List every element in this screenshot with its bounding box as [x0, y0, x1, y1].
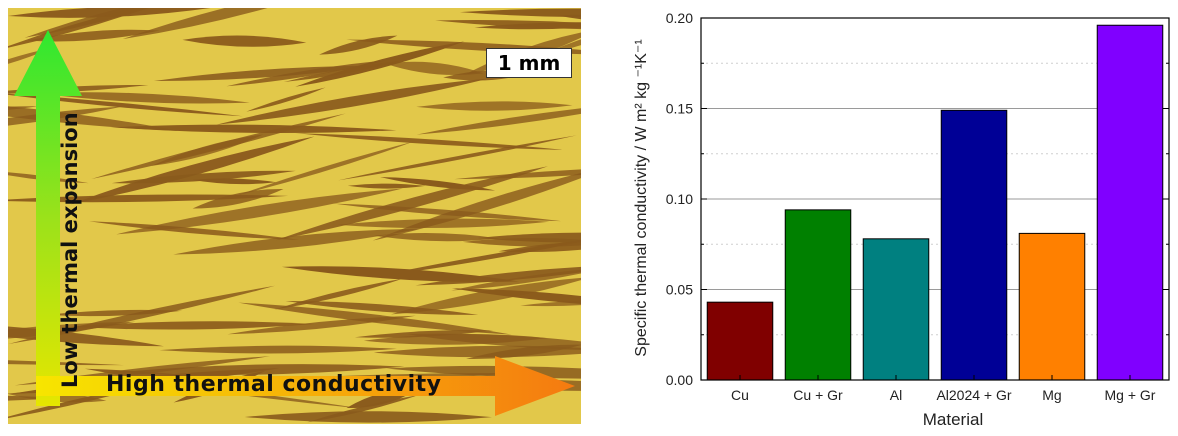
graphite-flake: [70, 136, 315, 205]
graphite-flake: [8, 8, 211, 18]
y-tick-label: 0.10: [666, 191, 693, 207]
graphite-flake: [275, 166, 548, 241]
graphite-flake: [37, 92, 250, 104]
graphite-flake: [8, 106, 123, 133]
graphite-flake: [216, 78, 490, 125]
graphite-flake: [466, 344, 581, 359]
graphite-flake: [70, 321, 314, 330]
graphite-flake: [435, 20, 581, 30]
x-axis-label: Material: [923, 410, 983, 429]
graphite-flake: [159, 345, 397, 354]
graphite-flake: [520, 300, 581, 307]
graphite-flake: [416, 102, 581, 135]
x-tick-label: Cu: [731, 387, 749, 403]
y-axis-label: Specific thermal conductivity / W m² kg …: [633, 39, 650, 356]
graphite-flake: [27, 29, 160, 42]
bar-cu: [706, 301, 774, 381]
x-tick-label: Mg + Gr: [1105, 387, 1156, 403]
graphite-flake: [151, 134, 264, 166]
graphite-flake: [192, 188, 284, 209]
y-tick-label: 0.05: [666, 282, 693, 298]
bar-mg-gr: [1096, 24, 1164, 381]
graphite-flake: [347, 183, 426, 189]
gridlines: [701, 62, 1169, 336]
graphite-flake: [498, 240, 581, 253]
graphite-flake: [111, 170, 296, 184]
graphite-flake: [354, 330, 494, 338]
graphite-flake: [89, 221, 300, 240]
graphite-flake: [8, 285, 276, 345]
axes: [700, 17, 1170, 381]
micrograph-panel: 1 mm Low thermal expansion High thermal …: [8, 8, 581, 424]
graphite-flake: [525, 8, 581, 61]
graphite-flake: [454, 166, 581, 180]
graphite-flake: [45, 309, 183, 317]
graphite-flake: [244, 411, 492, 423]
graphite-flake: [173, 228, 420, 255]
graphite-flake: [153, 65, 376, 82]
y-tick-label: 0.15: [666, 101, 693, 117]
graphite-flake: [374, 233, 500, 242]
graphite-flake: [182, 35, 307, 47]
graphite-flake: [477, 232, 581, 243]
x-tick-label: Mg: [1042, 387, 1061, 403]
graphite-flake: [110, 124, 397, 134]
bar-al2024-gr: [940, 109, 1008, 381]
graphite-flake: [337, 218, 550, 229]
graphite-flake: [451, 267, 581, 291]
graphite-flake: [8, 194, 289, 203]
graphite-flake: [385, 61, 484, 76]
x-tick-label: Al: [890, 387, 902, 403]
graphite-flake: [116, 188, 403, 235]
right-arrow: [36, 356, 575, 416]
graphite-flake: [416, 101, 573, 111]
graphite-flake: [459, 8, 581, 18]
graphite-flake: [122, 8, 346, 40]
high-thermal-conductivity-label: High thermal conductivity: [106, 372, 442, 397]
graphite-flake: [283, 60, 400, 82]
low-thermal-expansion-label: Low thermal expansion: [58, 112, 82, 388]
micrograph-image: [8, 8, 581, 424]
graphite-flake: [295, 133, 564, 150]
bar-al: [862, 238, 930, 381]
graphite-flake: [8, 47, 53, 74]
bar-mg: [1018, 232, 1086, 381]
graphite-flake: [8, 322, 164, 347]
x-tick-label: Al2024 + Gr: [936, 387, 1011, 403]
up-arrow: [14, 30, 82, 406]
graphite-flake: [246, 87, 326, 112]
bar-chart: 0.00 0.05 0.10 0.15 0.20 Cu Cu + Gr Al Al2024 +…: [616, 0, 1178, 431]
scale-bar-label: 1 mm: [486, 48, 572, 78]
bar-chart-svg: 0.00 0.05 0.10 0.15 0.20 Cu Cu + Gr Al Al2024 +…: [633, 10, 1170, 429]
graphite-flake: [238, 302, 512, 335]
graphite-flake: [285, 301, 479, 315]
graphite-flake: [8, 98, 179, 131]
graphite-flake: [8, 8, 170, 50]
y-tick-label: 0.00: [666, 372, 693, 388]
bars: [706, 24, 1164, 381]
graphite-flake: [333, 203, 562, 222]
x-tick-labels: Cu Cu + Gr Al Al2024 + Gr Mg Mg + Gr: [731, 387, 1156, 403]
graphite-flake: [380, 177, 496, 191]
graphite-flake: [363, 333, 548, 345]
y-tick-label: 0.20: [666, 10, 693, 26]
graphite-flake: [281, 266, 520, 282]
x-tick-label: Cu + Gr: [793, 387, 843, 403]
graphite-flake: [237, 141, 414, 196]
graphite-flake: [391, 277, 581, 315]
bar-cu-gr: [784, 209, 852, 381]
y-tick-labels: 0.00 0.05 0.10 0.15 0.20: [666, 10, 693, 388]
